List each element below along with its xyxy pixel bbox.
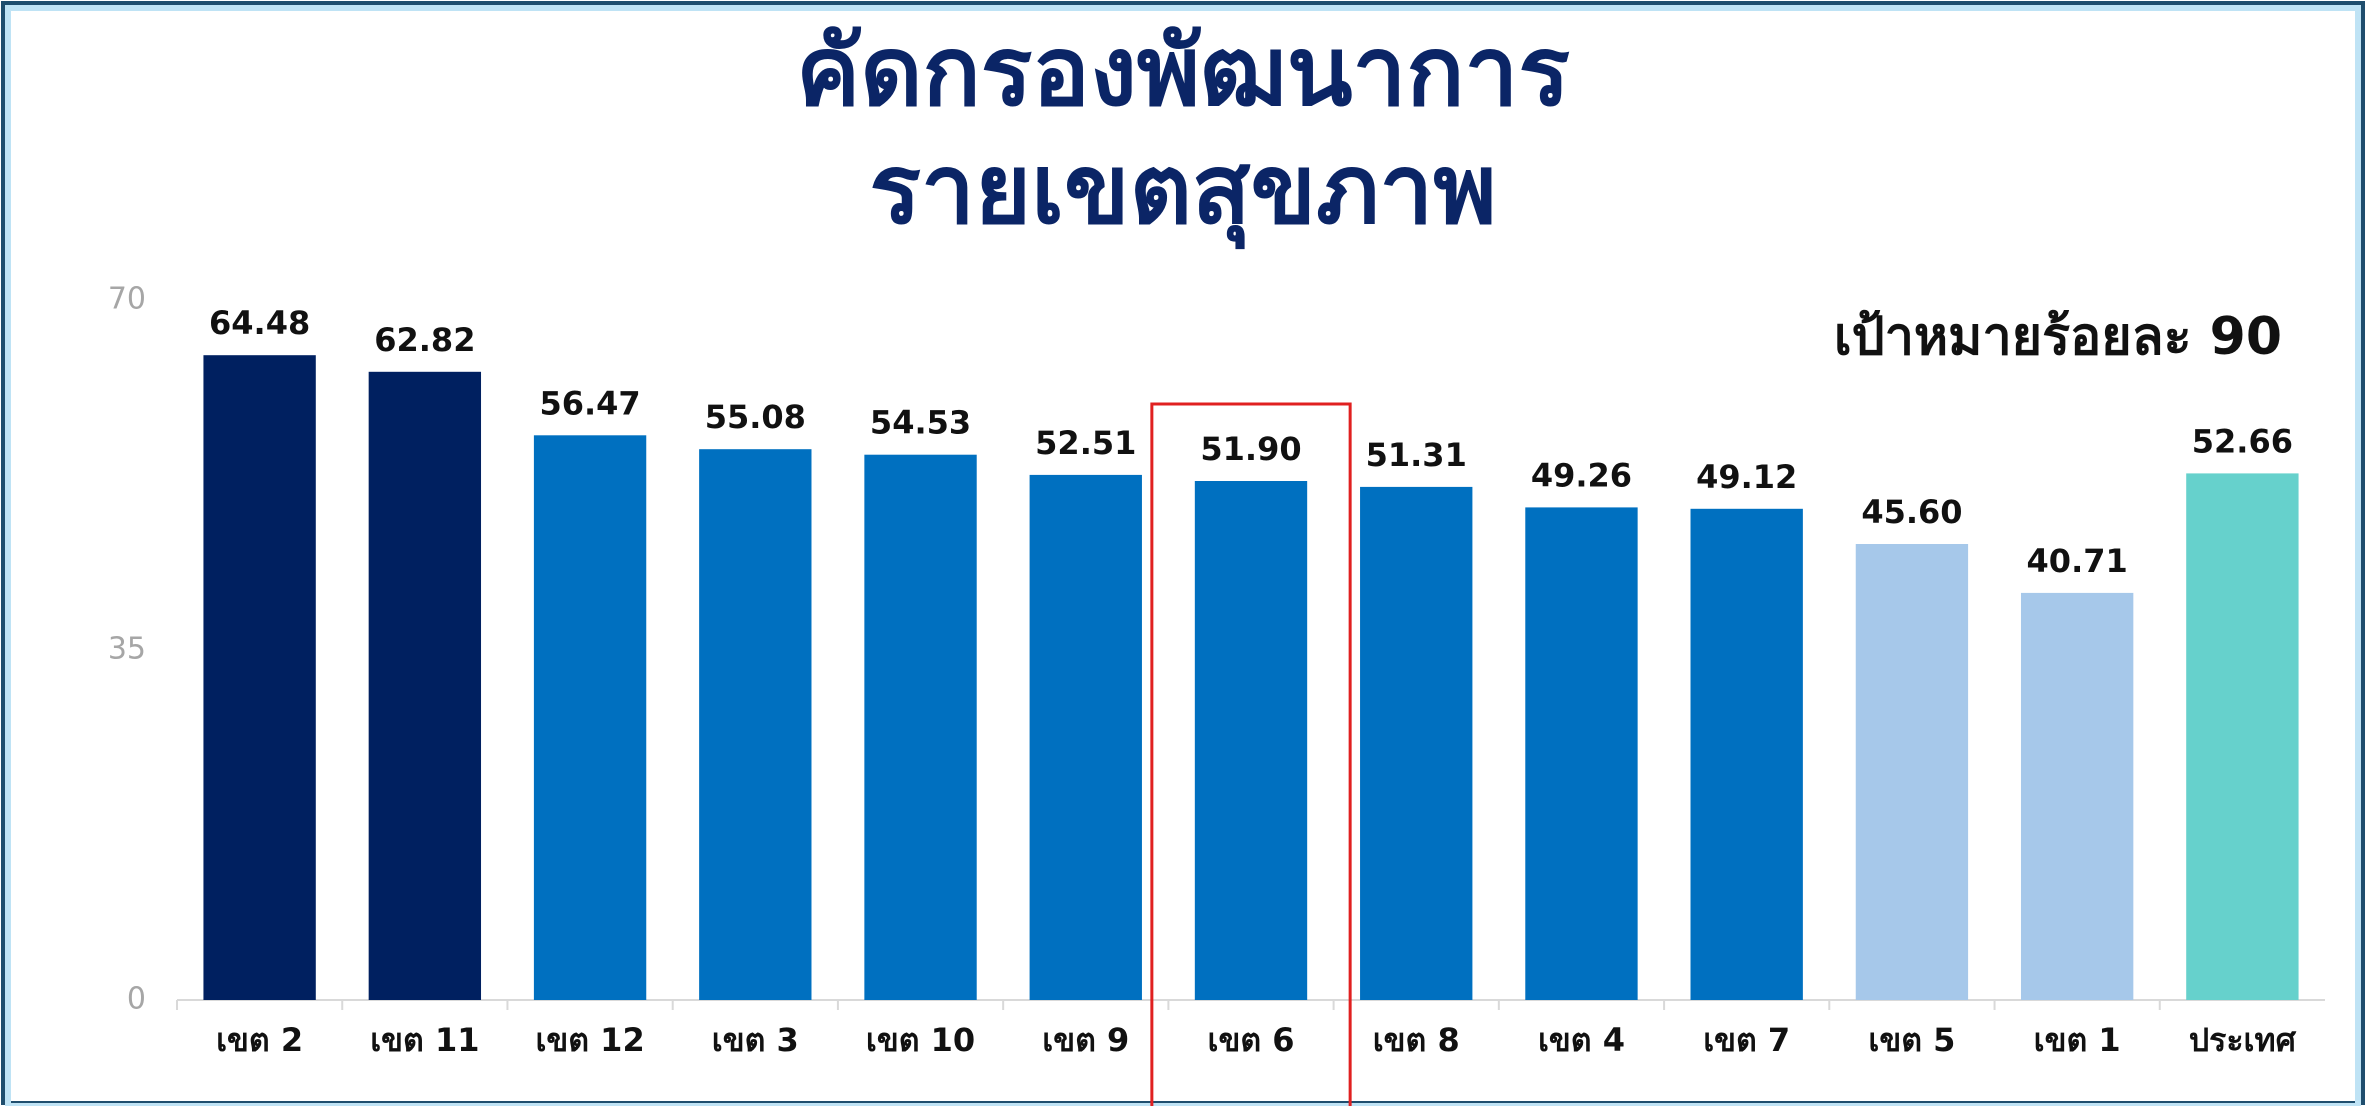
bar: [203, 355, 316, 1000]
bar: [368, 371, 482, 1000]
value-label: 56.47: [539, 384, 640, 422]
y-tick-label: 70: [108, 282, 146, 317]
value-label: 52.51: [1035, 424, 1136, 462]
x-tick-label: เขต 8: [1373, 1021, 1460, 1059]
x-tick-label: เขต 7: [1703, 1021, 1790, 1059]
bar: [1194, 481, 1308, 1000]
value-label: 45.60: [1861, 493, 1962, 531]
bar: [533, 435, 647, 1000]
value-label: 52.66: [2192, 422, 2293, 460]
bar: [2186, 473, 2299, 1000]
bar: [699, 449, 812, 1000]
x-tick-label: เขต 3: [712, 1021, 799, 1059]
x-tick-label: เขต 12: [535, 1021, 644, 1059]
inner-frame: [5, 5, 2361, 1106]
x-tick-label: เขต 11: [370, 1021, 479, 1059]
value-label: 51.90: [1200, 430, 1301, 468]
bar: [1855, 544, 1969, 1000]
value-label: 49.12: [1696, 458, 1797, 496]
bar: [1360, 486, 1473, 1000]
highlight-box: [1150, 402, 1352, 1106]
value-label: 40.71: [2027, 542, 2128, 580]
chart-subtitle: รายเขตสุขภาพ: [869, 133, 1496, 249]
annotation: เป้าหมายร้อยละ 90: [1834, 307, 2282, 367]
value-label: 62.82: [374, 321, 475, 359]
x-tick-label: เขต 9: [1042, 1021, 1129, 1059]
x-tick-label: เขต 5: [1868, 1021, 1955, 1059]
value-label: 54.53: [870, 404, 971, 442]
value-label: 64.48: [209, 304, 310, 342]
value-label: 55.08: [705, 398, 806, 436]
bar: [1525, 507, 1638, 1000]
x-tick-label: เขต 4: [1538, 1021, 1625, 1059]
value-label: 51.31: [1366, 436, 1467, 474]
x-tick-label: ประเทศ: [2189, 1021, 2297, 1059]
y-tick-label: 0: [127, 982, 146, 1017]
x-tick-label: เขต 6: [1208, 1021, 1295, 1059]
bar: [864, 454, 977, 1000]
bar: [1690, 508, 1803, 1000]
bar: [2020, 592, 2134, 1000]
bar: [1029, 474, 1142, 1000]
value-label: 49.26: [1531, 456, 1632, 494]
x-tick-label: เขต 2: [216, 1021, 303, 1059]
x-tick-label: เขต 10: [866, 1021, 975, 1059]
chart-title: คัดกรองพัฒนาการ: [796, 15, 1570, 127]
y-tick-label: 35: [108, 632, 146, 667]
x-tick-label: เขต 1: [2034, 1021, 2121, 1059]
